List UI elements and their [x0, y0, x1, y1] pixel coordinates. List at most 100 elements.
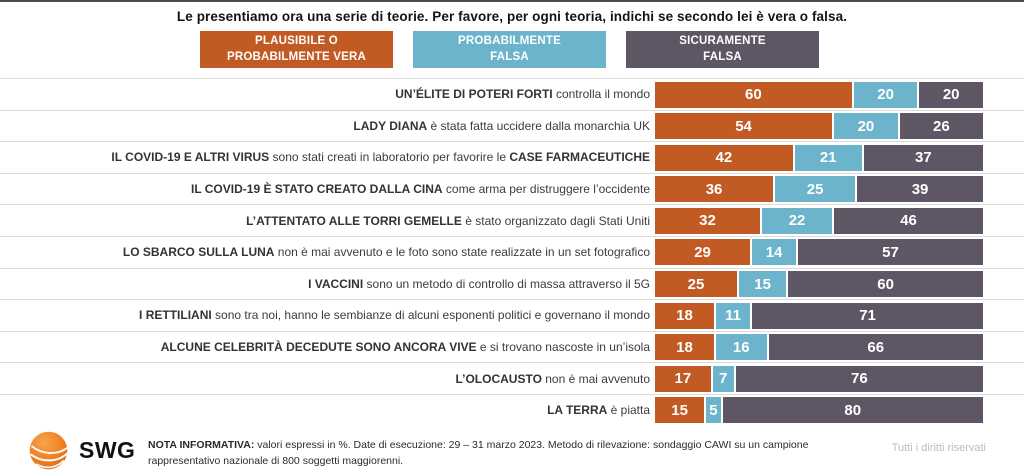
- rights-notice: Tutti i diritti riservati: [891, 442, 986, 454]
- stacked-bar: 60 20 20: [655, 81, 983, 108]
- bar-segment-probabilmente-falsa: 16: [714, 334, 767, 361]
- swg-globe-icon: [29, 431, 69, 470]
- theory-label-bold: LADY DIANA: [353, 118, 428, 133]
- stacked-bar: 15 5 80: [655, 397, 983, 424]
- bar-value: 21: [819, 149, 837, 167]
- bar-segment-sicuramente-falsa: 60: [786, 271, 983, 298]
- theory-label-bold: I VACCINI: [308, 276, 364, 291]
- theory-label-bold: LO SBARCO SULLA LUNA: [122, 245, 275, 260]
- bar-segment-vera: 18: [655, 302, 715, 329]
- theory-label-text: e si trovano nascoste in un’isola: [476, 340, 650, 355]
- bar-value: 20: [942, 86, 960, 103]
- bar-segment-sicuramente-falsa: 57: [796, 239, 983, 266]
- bar-segment-vera: 54: [655, 113, 833, 140]
- bar-value: 36: [705, 180, 723, 198]
- bar-segment-sicuramente-falsa: 71: [750, 302, 983, 329]
- top-border-line: [0, 0, 1024, 2]
- bar-value: 18: [676, 307, 693, 325]
- stacked-bar: 18 16 66: [655, 334, 983, 361]
- theory-row: L’ATTENTATO ALLE TORRI GEMELLE è stato o…: [0, 205, 1024, 237]
- theory-row: LA TERRA è piatta 15 5 80: [0, 395, 1024, 427]
- bar-segment-probabilmente-falsa: 25: [773, 176, 856, 203]
- bar-segment-sicuramente-falsa: 20: [917, 81, 983, 108]
- bar-value: 60: [745, 86, 762, 103]
- theory-label-text: come arma per distruggere l’occidente: [442, 182, 650, 197]
- bar-value: 71: [859, 307, 876, 325]
- bar-segment-probabilmente-falsa: 14: [750, 239, 797, 266]
- theory-label: L’ATTENTATO ALLE TORRI GEMELLE è stato o…: [246, 214, 650, 228]
- bar-segment-vera: 17: [655, 365, 711, 392]
- theory-label: LO SBARCO SULLA LUNA non è mai avvenuto …: [123, 245, 650, 259]
- bar-segment-probabilmente-falsa: 7: [710, 365, 734, 392]
- theory-label-text: è piatta: [607, 403, 650, 418]
- bar-segment-vera: 60: [655, 81, 852, 108]
- bar-value: 66: [867, 338, 885, 356]
- bar-segment-vera: 29: [655, 239, 751, 266]
- bar-segment-vera: 18: [655, 334, 715, 361]
- bar-segment-probabilmente-falsa: 11: [714, 302, 751, 329]
- chart-rows: UN’ÉLITE DI POTERI FORTI controlla il mo…: [0, 78, 1024, 427]
- bar-value: 20: [877, 86, 894, 103]
- theory-label: I VACCINI sono un metodo di controllo di…: [308, 277, 650, 291]
- bar-segment-probabilmente-falsa: 20: [851, 81, 918, 108]
- footer: SWG NOTA INFORMATIVA: valori espressi in…: [0, 426, 1024, 475]
- bar-value: 76: [850, 370, 868, 388]
- bar-segment-sicuramente-falsa: 46: [832, 207, 983, 234]
- stacked-bar: 18 11 71: [655, 302, 983, 329]
- note-text: valori espressi in %. Date di esecuzione…: [148, 439, 809, 468]
- bar-segment-sicuramente-falsa: 39: [855, 176, 983, 203]
- bar-value: 37: [914, 149, 932, 167]
- bar-segment-vera: 36: [655, 176, 774, 203]
- bar-segment-sicuramente-falsa: 66: [766, 334, 983, 361]
- theory-row: IL COVID-19 E ALTRI VIRUS sono stati cre…: [0, 142, 1024, 174]
- theory-label-bold: IL COVID-19 E ALTRI VIRUS: [111, 150, 270, 165]
- swg-logo-text: SWG: [79, 437, 136, 463]
- bar-value: 11: [725, 307, 741, 325]
- bar-segment-probabilmente-falsa: 22: [759, 207, 833, 234]
- bar-value: 42: [715, 149, 733, 167]
- theory-row: ALCUNE CELEBRITÀ DECEDUTE SONO ANCORA VI…: [0, 332, 1024, 364]
- theory-label-text: non è mai avvenuto e le foto sono state …: [274, 245, 650, 260]
- theory-label-bold: LA TERRA: [547, 403, 608, 418]
- theory-row: L’OLOCAUSTO non è mai avvenuto 17 7 76: [0, 363, 1024, 395]
- bar-segment-probabilmente-falsa: 21: [792, 144, 862, 171]
- theory-label: L’OLOCAUSTO non è mai avvenuto: [455, 372, 650, 386]
- bar-segment-sicuramente-falsa: 37: [861, 144, 983, 171]
- bar-segment-sicuramente-falsa: 26: [897, 113, 983, 140]
- stacked-bar: 32 22 46: [655, 207, 983, 234]
- theory-row: UN’ÉLITE DI POTERI FORTI controlla il mo…: [0, 79, 1024, 111]
- bar-value: 80: [844, 401, 862, 419]
- bar-segment-probabilmente-falsa: 15: [737, 271, 787, 298]
- bar-value: 25: [687, 275, 705, 293]
- theory-label: LADY DIANA è stata fatta uccidere dalla …: [353, 119, 650, 133]
- theory-label: I RETTILIANI sono tra noi, hanno le semb…: [139, 308, 650, 322]
- bar-value: 22: [788, 212, 806, 230]
- theory-label-bold: CASE FARMACEUTICHE: [509, 150, 650, 165]
- theory-label-bold: I RETTILIANI: [139, 308, 212, 323]
- bar-value: 46: [900, 212, 917, 230]
- theory-label-text: è stata fatta uccidere dalla monarchia U…: [427, 118, 650, 133]
- stacked-bar: 17 7 76: [655, 365, 983, 392]
- bar-value: 14: [765, 243, 783, 261]
- theory-label-text: sono tra noi, hanno le sembianze di alcu…: [211, 308, 650, 323]
- bar-segment-probabilmente-falsa: 5: [704, 397, 721, 424]
- legend-item-probabilmente-falsa: PROBABILMENTE FALSA: [413, 31, 606, 68]
- bar-value: 60: [877, 275, 894, 293]
- theory-label-bold: L’ATTENTATO ALLE TORRI GEMELLE: [246, 213, 462, 228]
- theory-label: ALCUNE CELEBRITÀ DECEDUTE SONO ANCORA VI…: [161, 340, 650, 354]
- bar-value: 26: [932, 117, 950, 135]
- theory-row: I RETTILIANI sono tra noi, hanno le semb…: [0, 300, 1024, 332]
- theory-label: LA TERRA è piatta: [547, 403, 650, 417]
- bar-segment-vera: 42: [655, 144, 793, 171]
- bar-value: 15: [754, 275, 771, 293]
- theory-row: IL COVID-19 È STATO CREATO DALLA CINA co…: [0, 174, 1024, 206]
- theory-label-bold: L’OLOCAUSTO: [455, 371, 542, 386]
- theory-row: LADY DIANA è stata fatta uccidere dalla …: [0, 111, 1024, 143]
- theory-label-text: controlla il mondo: [552, 87, 650, 102]
- bar-value: 18: [676, 338, 693, 356]
- bar-value: 16: [732, 338, 750, 356]
- swg-logo: SWG: [27, 429, 135, 472]
- stacked-bar: 29 14 57: [655, 239, 983, 266]
- theory-label: IL COVID-19 E ALTRI VIRUS sono stati cre…: [111, 150, 650, 164]
